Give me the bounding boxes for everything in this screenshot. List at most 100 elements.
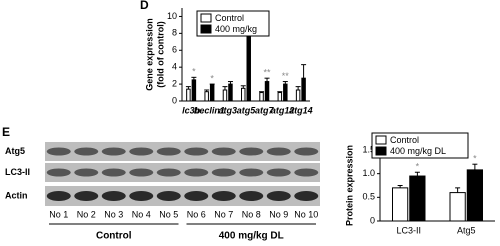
x-tick-label: lc3b (182, 105, 201, 115)
blot-band (156, 191, 181, 201)
legend-swatch (375, 146, 387, 156)
blot-band (46, 191, 71, 201)
bar (241, 87, 246, 102)
blot-band (239, 168, 264, 177)
blot-band (239, 191, 264, 201)
blot-band (46, 147, 71, 156)
bar (209, 84, 215, 102)
error-bar (227, 81, 233, 85)
error-bar (204, 89, 210, 92)
bar (246, 28, 251, 102)
significance: * (416, 162, 420, 172)
y-tick-label: 8 (172, 28, 177, 38)
x-tick-label: atg3 (218, 105, 237, 115)
significance: * (192, 67, 196, 77)
x-tick-label: LC3-II (396, 225, 421, 235)
group-label: 400 mg/kg DL (219, 231, 284, 242)
error-bar (397, 185, 403, 188)
lane-label: No 1 (49, 209, 68, 219)
error-bar (259, 91, 265, 93)
lane-label: No 6 (187, 209, 206, 219)
x-tick-label: Atg5 (457, 225, 476, 235)
error-bar (472, 163, 478, 170)
blot-band (211, 147, 236, 156)
bar (277, 92, 283, 102)
bar (191, 79, 197, 102)
y-tick-label: 1.0 (362, 168, 375, 178)
bar (466, 169, 483, 222)
y-tick-label: 0.5 (362, 192, 375, 202)
blot-band (266, 191, 291, 201)
panel-label: E (2, 125, 10, 139)
y-tick-label: 2 (172, 78, 177, 88)
significance: ** (282, 71, 290, 81)
bar (204, 91, 209, 102)
x-tick-label: beclin1 (194, 105, 225, 115)
blot-band (101, 147, 126, 156)
blot-band (211, 168, 236, 177)
blot-row-label: Actin (5, 190, 28, 200)
lane-label: No 8 (242, 209, 261, 219)
y-axis-label: Gene expression (144, 18, 154, 91)
bar (409, 175, 426, 222)
error-bar (282, 81, 288, 85)
error-bar (455, 187, 461, 193)
x-tick-label: atg14 (289, 105, 313, 115)
legend-box (371, 132, 469, 159)
lane-label: No 9 (269, 209, 288, 219)
error-bar (222, 86, 228, 91)
error-bar (301, 64, 307, 79)
blot-band (156, 168, 181, 177)
legend-label: 400 mg/kg DL (390, 146, 446, 156)
legend-label: Control (390, 135, 419, 145)
error-bar (414, 171, 420, 177)
legend-label: 400 mg/kg (215, 24, 257, 34)
blot-band (266, 147, 291, 156)
blot-band (184, 191, 209, 201)
significance: * (473, 154, 477, 164)
blot-band (266, 168, 291, 177)
blot-band (294, 191, 319, 201)
y-tick-label: 0 (172, 95, 177, 105)
blot-band (101, 191, 126, 201)
error-bar (240, 85, 246, 89)
blot-band (294, 147, 319, 156)
blot-band (239, 147, 264, 156)
legend-swatch (200, 13, 212, 23)
bar (301, 77, 306, 102)
y-tick-label: 0 (370, 215, 375, 225)
x-tick-label: atg7 (255, 105, 275, 115)
error-bar (264, 77, 270, 82)
group-label: Control (96, 231, 132, 242)
legend-swatch (375, 135, 387, 145)
lane-label: No 5 (159, 209, 178, 219)
blot-band (129, 168, 154, 177)
blot-strip (45, 142, 320, 161)
blot-band (46, 168, 71, 177)
blot-strip (45, 163, 320, 182)
error-bar (277, 91, 283, 93)
blot-band (129, 191, 154, 201)
bar (264, 81, 270, 102)
y-tick-label: 1.5 (362, 144, 375, 154)
bar (295, 89, 301, 102)
bar (228, 83, 233, 102)
error-bar (191, 76, 197, 80)
blot-band (184, 147, 209, 156)
blot-band (156, 147, 181, 156)
legend-swatch (200, 24, 212, 34)
error-bar (185, 86, 191, 90)
blot-band (184, 168, 209, 177)
blot-row-label: Atg5 (5, 146, 25, 156)
blot-band (211, 191, 236, 201)
y-tick-label: 10 (167, 11, 177, 21)
blot-band (294, 168, 319, 177)
lane-label: No 7 (214, 209, 233, 219)
lane-label: No 3 (104, 209, 123, 219)
blot-band (74, 191, 99, 201)
y-tick-label: 6 (172, 45, 177, 55)
x-tick-label: atg5 (237, 105, 257, 115)
bar (392, 187, 409, 222)
blot-band (101, 168, 126, 177)
